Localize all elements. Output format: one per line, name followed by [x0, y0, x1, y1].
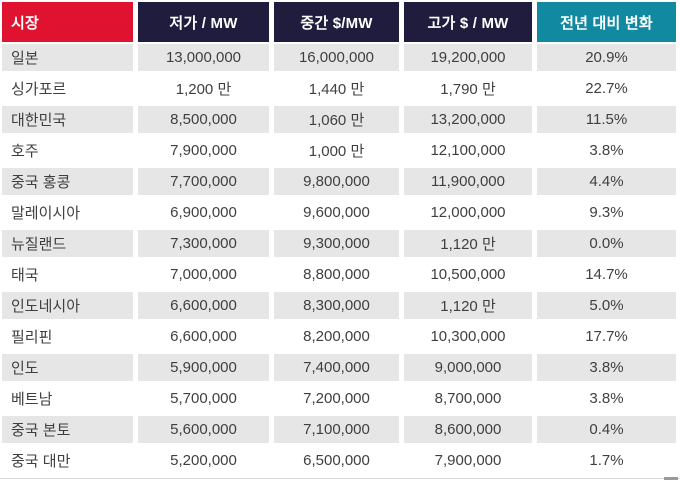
market-name-cell: 중국 본토	[2, 416, 133, 443]
table-row: 말레이시아 6,900,000 9,600,000 12,000,000 9.3…	[2, 197, 676, 228]
table-row: 필리핀 6,600,000 8,200,000 10,300,000 17.7%	[2, 321, 676, 352]
table-row: 중국 본토 5,600,000 7,100,000 8,600,000 0.4%	[2, 414, 676, 445]
market-name-cell: 인도네시아	[2, 292, 133, 319]
high-price-cell: 12,000,000	[430, 204, 506, 221]
median-price-cell: 1,440 만	[308, 81, 365, 98]
table-header-row: 시장 저가 / MW 중간 $/MW 고가 $ / MW 전년 대비 변화	[2, 2, 676, 42]
market-name-cell: 중국 대만	[11, 453, 71, 470]
column-header-low: 저가 / MW	[138, 2, 269, 42]
low-price-cell: 6,900,000	[170, 204, 237, 221]
median-price-cell: 1,060 만	[274, 106, 399, 133]
high-price-cell: 9,000,000	[404, 354, 532, 381]
table-row: 호주 7,900,000 1,000 만 12,100,000 3.8%	[2, 135, 676, 166]
bottom-divider-end	[664, 477, 678, 480]
median-price-cell: 7,400,000	[274, 354, 399, 381]
bottom-divider	[0, 477, 680, 480]
high-price-cell: 10,500,000	[430, 266, 506, 283]
yoy-change-cell: 4.4%	[537, 168, 676, 195]
market-name-cell: 뉴질랜드	[2, 230, 133, 257]
market-name-cell: 베트남	[11, 391, 53, 408]
median-price-cell: 9,600,000	[303, 204, 370, 221]
yoy-change-cell: 5.0%	[537, 292, 676, 319]
table-body: 일본 13,000,000 16,000,000 19,200,000 20.9…	[2, 42, 676, 476]
low-price-cell: 8,500,000	[138, 106, 269, 133]
market-name-cell: 일본	[2, 44, 133, 71]
yoy-change-cell: 3.8%	[537, 354, 676, 381]
yoy-change-cell: 17.7%	[585, 328, 628, 345]
median-price-cell: 9,800,000	[274, 168, 399, 195]
low-price-cell: 7,300,000	[138, 230, 269, 257]
market-name-cell: 싱가포르	[11, 81, 67, 98]
low-price-cell: 1,200 만	[175, 81, 232, 98]
low-price-cell: 7,700,000	[138, 168, 269, 195]
yoy-change-cell: 1.7%	[589, 452, 624, 469]
yoy-change-cell: 11.5%	[537, 106, 676, 133]
table-row: 중국 홍콩 7,700,000 9,800,000 11,900,000 4.4…	[2, 166, 676, 197]
high-price-cell: 10,300,000	[430, 328, 506, 345]
yoy-change-cell: 0.0%	[537, 230, 676, 257]
high-price-cell: 7,900,000	[434, 452, 502, 469]
low-price-cell: 5,900,000	[138, 354, 269, 381]
median-price-cell: 16,000,000	[274, 44, 399, 71]
yoy-change-cell: 14.7%	[585, 266, 628, 283]
low-price-cell: 6,600,000	[170, 328, 237, 345]
yoy-change-cell: 0.4%	[537, 416, 676, 443]
high-price-cell: 8,600,000	[404, 416, 532, 443]
market-name-cell: 인도	[2, 354, 133, 381]
high-price-cell: 19,200,000	[404, 44, 532, 71]
low-price-cell: 7,900,000	[170, 142, 237, 159]
yoy-change-cell: 3.8%	[589, 142, 624, 159]
price-table: 시장 저가 / MW 중간 $/MW 고가 $ / MW 전년 대비 변화 일본…	[2, 2, 676, 476]
market-name-cell: 대한민국	[2, 106, 133, 133]
high-price-cell: 11,900,000	[404, 168, 532, 195]
low-price-cell: 5,200,000	[170, 452, 237, 469]
median-price-cell: 8,300,000	[274, 292, 399, 319]
low-price-cell: 5,600,000	[138, 416, 269, 443]
table-row: 싱가포르 1,200 만 1,440 만 1,790 만 22.7%	[2, 73, 676, 104]
column-header-median: 중간 $/MW	[274, 2, 399, 42]
table-row: 대한민국 8,500,000 1,060 만 13,200,000 11.5%	[2, 104, 676, 135]
low-price-cell: 13,000,000	[138, 44, 269, 71]
table-row: 태국 7,000,000 8,800,000 10,500,000 14.7%	[2, 259, 676, 290]
market-name-cell: 중국 홍콩	[2, 168, 133, 195]
table-row: 인도네시아 6,600,000 8,300,000 1,120 만 5.0%	[2, 290, 676, 321]
median-price-cell: 8,800,000	[303, 266, 370, 283]
column-header-market: 시장	[2, 2, 133, 42]
table-row: 중국 대만 5,200,000 6,500,000 7,900,000 1.7%	[2, 445, 676, 476]
median-price-cell: 1,000 만	[308, 143, 365, 160]
yoy-change-cell: 9.3%	[589, 204, 624, 221]
yoy-change-cell: 22.7%	[585, 80, 628, 97]
yoy-change-cell: 3.8%	[589, 390, 624, 407]
median-price-cell: 7,200,000	[303, 390, 370, 407]
column-header-high: 고가 $ / MW	[404, 2, 532, 42]
market-name-cell: 말레이시아	[11, 205, 81, 222]
high-price-cell: 8,700,000	[434, 390, 502, 407]
median-price-cell: 8,200,000	[303, 328, 370, 345]
low-price-cell: 6,600,000	[138, 292, 269, 319]
table-row: 인도 5,900,000 7,400,000 9,000,000 3.8%	[2, 352, 676, 383]
median-price-cell: 7,100,000	[274, 416, 399, 443]
table-row: 베트남 5,700,000 7,200,000 8,700,000 3.8%	[2, 383, 676, 414]
high-price-cell: 1,120 만	[404, 230, 532, 257]
market-name-cell: 태국	[11, 267, 39, 284]
yoy-change-cell: 20.9%	[537, 44, 676, 71]
market-name-cell: 호주	[11, 143, 39, 160]
high-price-cell: 1,120 만	[404, 292, 532, 319]
table-row: 일본 13,000,000 16,000,000 19,200,000 20.9…	[2, 42, 676, 73]
median-price-cell: 9,300,000	[274, 230, 399, 257]
high-price-cell: 12,100,000	[430, 142, 506, 159]
high-price-cell: 13,200,000	[404, 106, 532, 133]
table-row: 뉴질랜드 7,300,000 9,300,000 1,120 만 0.0%	[2, 228, 676, 259]
low-price-cell: 5,700,000	[170, 390, 237, 407]
median-price-cell: 6,500,000	[303, 452, 370, 469]
column-header-yoy-change: 전년 대비 변화	[537, 2, 676, 42]
market-name-cell: 필리핀	[11, 329, 53, 346]
low-price-cell: 7,000,000	[170, 266, 237, 283]
high-price-cell: 1,790 만	[440, 81, 496, 98]
